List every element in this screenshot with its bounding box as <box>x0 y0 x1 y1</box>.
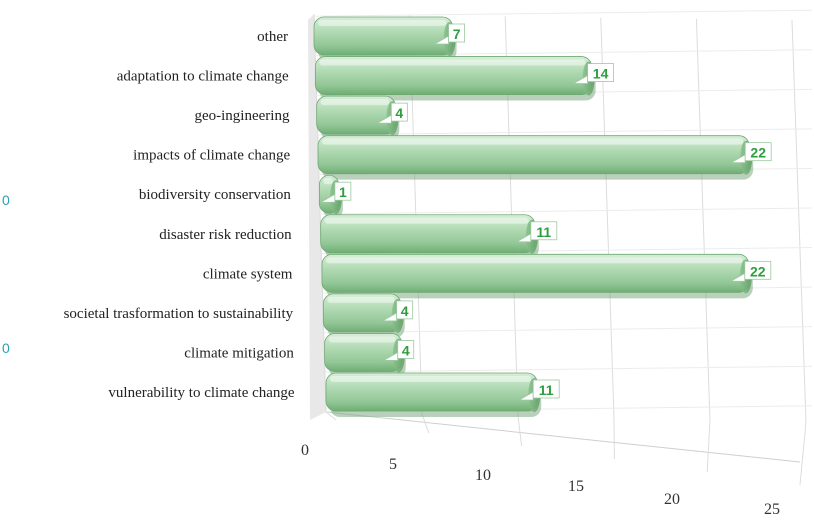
x-tick-label: 20 <box>664 491 680 508</box>
data-label-box <box>532 379 560 399</box>
category-labels: other adaptation to climate change geo-ing… <box>64 29 295 401</box>
bar <box>325 372 542 417</box>
data-label-group: 11 <box>515 221 558 243</box>
bar-highlight <box>322 138 744 145</box>
clipped-label: 0 <box>2 192 10 208</box>
clipped-label: 0 <box>2 340 10 356</box>
bar-highlight <box>320 99 390 106</box>
data-label-box <box>390 102 408 122</box>
data-label-box <box>397 340 415 359</box>
bar <box>322 293 405 338</box>
data-label-box <box>530 221 558 241</box>
bar-highlight <box>327 296 395 303</box>
gridline-floor <box>799 421 807 486</box>
data-label-box <box>448 23 466 43</box>
data-label-group: 7 <box>433 23 466 45</box>
gridline-h <box>323 326 813 334</box>
category-label: adaptation to climate change <box>117 69 289 85</box>
category-label: societal trasformation to sustainability <box>64 306 294 322</box>
data-label: 11 <box>539 382 554 398</box>
bar <box>314 56 596 101</box>
bar <box>313 16 457 61</box>
gridline-h <box>319 207 813 215</box>
data-label-group: 4 <box>381 300 414 322</box>
data-label-group: 22 <box>729 142 772 164</box>
bar-highlight <box>330 376 532 382</box>
bar <box>320 214 539 259</box>
bars <box>313 16 754 417</box>
data-label: 7 <box>453 26 461 42</box>
category-label: geo-ingineering <box>194 108 289 124</box>
data-label-box <box>396 300 414 320</box>
category-label: other <box>257 29 288 45</box>
gridline-floor <box>706 419 711 473</box>
category-label: impacts of climate change <box>133 148 290 164</box>
data-label-box <box>744 260 772 280</box>
bar <box>316 95 400 141</box>
bar-highlight <box>319 59 586 66</box>
gridline-v <box>695 18 711 421</box>
bar-highlight <box>328 336 396 343</box>
data-label-box <box>334 181 352 201</box>
x-tick-label: 15 <box>568 478 584 495</box>
data-label: 4 <box>395 105 403 121</box>
x-axis-ticks: 0 5 10 15 20 25 <box>301 442 780 518</box>
gridline-floor <box>421 413 430 434</box>
side-wall <box>308 14 326 420</box>
category-label: disaster risk reduction <box>159 227 292 243</box>
data-label: 22 <box>750 263 766 279</box>
category-label: biodiversity conservation <box>139 187 292 203</box>
gridline-h <box>325 365 813 373</box>
bar-highlight <box>324 217 529 224</box>
data-label-group: 1 <box>319 181 352 203</box>
data-label-group: 4 <box>375 102 408 124</box>
x-tick-label: 10 <box>475 467 491 484</box>
bar-highlight <box>326 257 743 264</box>
bar <box>317 135 754 180</box>
data-label: 22 <box>750 145 766 161</box>
data-label-box <box>587 63 614 82</box>
data-label-group: 4 <box>382 340 415 361</box>
clipped-fragments: 00 <box>2 192 10 356</box>
data-label: 4 <box>401 303 409 319</box>
data-label-group: 11 <box>517 379 560 401</box>
category-label: climate system <box>203 266 293 282</box>
category-label: vulnerability to climate change <box>108 385 295 401</box>
data-label-group: 22 <box>729 260 772 282</box>
bar-highlight <box>323 178 333 185</box>
data-label-box <box>744 142 772 162</box>
gridline-h <box>313 9 813 17</box>
category-label: climate mitigation <box>184 345 294 361</box>
gridline-v <box>600 17 615 419</box>
x-tick-label: 0 <box>301 442 309 459</box>
bar-highlight <box>318 20 447 26</box>
data-label: 11 <box>536 224 551 240</box>
x-tick-label: 5 <box>389 456 397 473</box>
data-label: 4 <box>402 342 410 358</box>
gridline-h <box>317 128 813 136</box>
gridline-floor <box>325 411 337 421</box>
data-label: 14 <box>593 66 609 82</box>
bar <box>321 253 753 299</box>
x-tick-label: 25 <box>764 501 780 518</box>
data-label-group: 14 <box>572 63 614 84</box>
gridline-floor <box>517 415 523 447</box>
data-label: 1 <box>339 184 347 200</box>
gridline-v <box>791 19 807 423</box>
